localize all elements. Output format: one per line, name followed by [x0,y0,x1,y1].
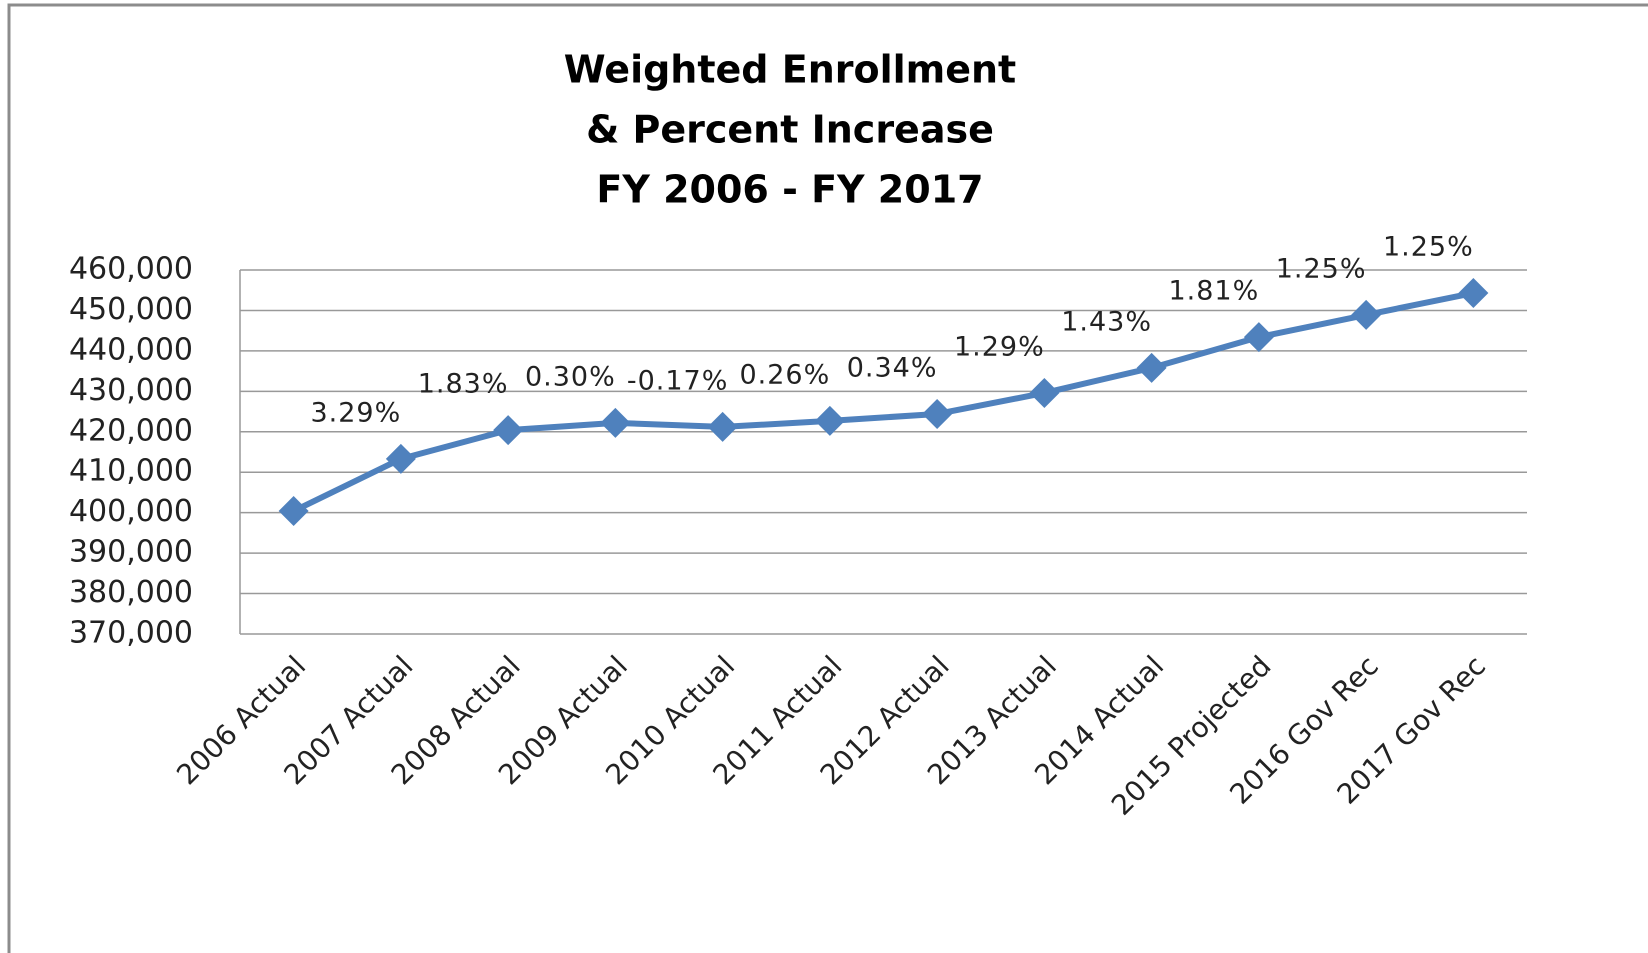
y-tick-label: 430,000 [69,373,193,408]
marker [385,443,416,474]
y-tick-label: 450,000 [69,292,193,327]
y-tick-label: 460,000 [69,252,193,287]
annotation: 0.34% [847,352,938,383]
annotation: 1.81% [1168,276,1259,307]
marker [814,405,845,436]
marker [707,411,738,442]
annotation: 0.26% [739,359,830,390]
y-tick-label: 380,000 [69,575,193,610]
marker [278,496,309,527]
y-tick-label: 370,000 [69,616,193,651]
marker [1243,322,1274,353]
annotation: 1.83% [418,369,509,400]
y-tick-label: 400,000 [69,494,193,529]
y-tick-label: 410,000 [69,454,193,489]
y-tick-label: 420,000 [69,413,193,448]
annotation: 1.43% [1061,306,1152,337]
series-line [292,290,1474,514]
chart-frame [7,3,1648,953]
chart-title: FY 2006 - FY 2017 [596,168,983,212]
annotation: 0.30% [525,361,616,392]
marker [600,407,631,438]
chart-title: Weighted Enrollment [564,48,1016,92]
marker [922,398,953,429]
y-tick-label: 440,000 [69,332,193,367]
annotation: 1.29% [954,331,1045,362]
annotation: 1.25% [1383,232,1474,263]
marker [1351,299,1382,330]
marker [493,415,524,446]
annotation: 3.29% [310,397,401,428]
annotation: -0.17% [627,365,729,396]
marker [1458,278,1489,309]
y-tick-label: 390,000 [69,535,193,570]
annotation: 1.25% [1276,253,1367,284]
marker [1136,352,1167,383]
chart-title: & Percent Increase [586,108,994,152]
marker [1029,377,1060,408]
